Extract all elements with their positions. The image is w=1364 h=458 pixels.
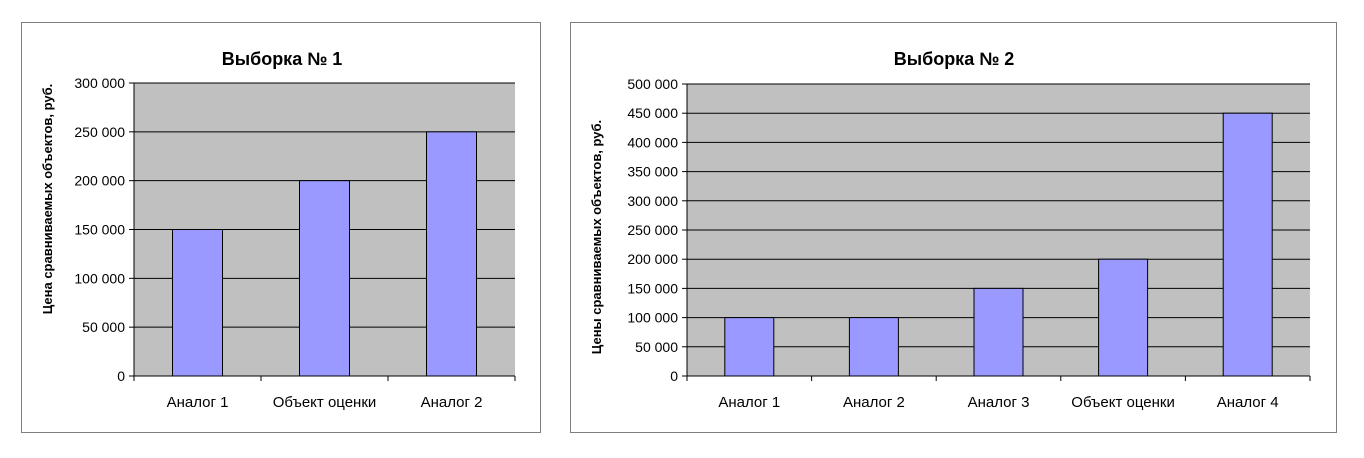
- bar: [724, 317, 775, 377]
- x-tick-label: Аналог 2: [843, 394, 905, 411]
- y-tick-label: 500 000: [627, 76, 678, 92]
- y-tick-label: 0: [117, 368, 125, 384]
- x-tick-label: Аналог 2: [421, 394, 483, 411]
- y-tick-label: 50 000: [82, 319, 125, 335]
- y-tick-label: 250 000: [74, 124, 125, 140]
- x-tick-label: Аналог 3: [968, 394, 1030, 411]
- y-tick-label: 200 000: [74, 173, 125, 189]
- y-tick-label: 0: [670, 368, 678, 384]
- y-tick-label: 300 000: [74, 75, 125, 91]
- chart-sample-1-svg: Выборка № 1 Цена сравниваемых объектов, …: [40, 49, 516, 411]
- chart-sample-2: Выборка № 2 Цены сравниваемых объектов, …: [570, 22, 1337, 433]
- y-tick-label: 450 000: [627, 105, 678, 121]
- bar: [1222, 112, 1273, 377]
- x-tick-label: Аналог 1: [167, 394, 229, 411]
- x-tick-label: Объект оценки: [273, 394, 377, 411]
- bar: [973, 287, 1024, 377]
- y-tick-label: 350 000: [627, 164, 678, 180]
- y-tick-label: 200 000: [627, 251, 678, 267]
- bar: [1098, 258, 1149, 377]
- y-tick-label: 100 000: [627, 310, 678, 326]
- bar: [299, 180, 350, 377]
- y-tick-label: 100 000: [74, 270, 125, 286]
- bar: [426, 131, 477, 377]
- y-tick-label: 150 000: [627, 280, 678, 296]
- y-tick-label: 300 000: [627, 193, 678, 209]
- chart-sample-1: Выборка № 1 Цена сравниваемых объектов, …: [21, 22, 541, 433]
- y-tick-label: 400 000: [627, 134, 678, 150]
- y-tick-label: 250 000: [627, 222, 678, 238]
- y-axis-label: Цены сравниваемых объектов, руб.: [589, 120, 604, 354]
- bar: [848, 317, 899, 377]
- chart-sample-2-svg: Выборка № 2 Цены сравниваемых объектов, …: [589, 49, 1311, 411]
- y-tick-label: 150 000: [74, 222, 125, 238]
- bar: [172, 229, 223, 377]
- y-tick-label: 50 000: [635, 339, 678, 355]
- x-tick-label: Аналог 1: [718, 394, 780, 411]
- y-axis-label: Цена сравниваемых объектов, руб.: [40, 84, 55, 315]
- x-tick-label: Объект оценки: [1071, 394, 1175, 411]
- x-tick-label: Аналог 4: [1217, 394, 1279, 411]
- chart-title: Выборка № 1: [222, 49, 343, 69]
- chart-title: Выборка № 2: [894, 49, 1015, 69]
